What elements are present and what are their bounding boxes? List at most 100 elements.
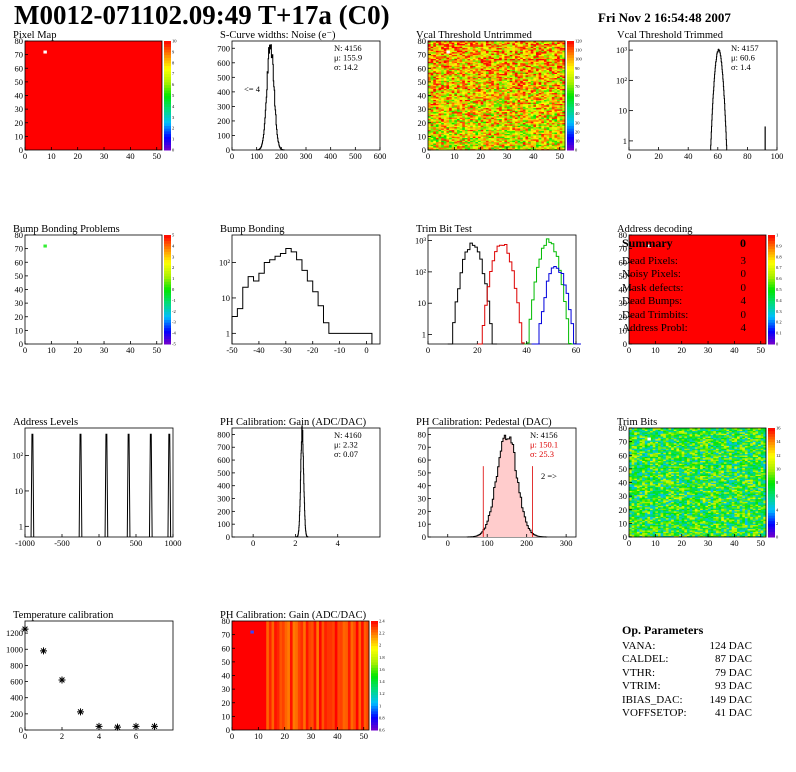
y-tick-label: 10 [222,293,231,303]
heatmap-cell [507,88,510,91]
heatmap-cell [433,102,437,104]
heatmap-cell [478,94,481,96]
heatmap-cell [485,126,489,129]
heatmap-cell [483,107,487,110]
heatmap-cell [549,110,553,113]
heatmap-cell [549,68,553,70]
heatmap-cell [491,47,495,50]
heatmap-cell [554,83,558,85]
y-tick-label: 20 [15,118,24,128]
heatmap-cell [509,135,513,137]
heatmap-cell [536,129,539,132]
heatmap-cell [501,129,505,132]
heatmap-cell [528,72,532,74]
heatmap-cell [483,91,487,94]
heatmap-cell [454,130,458,133]
heatmap-cell [557,137,561,140]
heatmap-cell [530,98,534,100]
heatmap-cell [480,129,484,132]
heatmap-cell [433,53,437,55]
heatmap-cell [554,47,558,50]
heatmap-cell [459,64,463,66]
heatmap-cell [464,85,468,88]
heatmap-cell [557,49,561,51]
colorscale-step [164,111,171,116]
heatmap-cell [536,80,539,83]
heatmap-cell [459,81,463,84]
heatmap-cell [543,121,547,124]
heatmap-cell [504,141,508,144]
heatmap-cell [472,69,476,72]
heatmap-cell [475,124,479,126]
heatmap-cell [446,139,450,141]
heatmap-cell [491,76,495,79]
heatmap-cell [449,80,453,83]
heatmap-cell [478,118,481,121]
heatmap-cell [485,58,489,61]
heatmap-cell [493,42,497,45]
heatmap-cell [528,43,532,46]
heatmap-cell [438,47,442,50]
heatmap-cell [528,84,532,87]
heatmap-cell [533,46,537,49]
heatmap-cell [520,90,524,92]
heatmap-cell [499,115,503,118]
heatmap-cell [480,62,484,65]
heatmap-cell [459,55,463,58]
heatmap-cell [433,68,437,70]
heatmap-cell [496,147,500,149]
heatmap-cell [435,51,439,54]
heatmap-cell [493,61,497,64]
heatmap-cell [467,50,471,53]
heatmap-cell [546,51,550,54]
heatmap-cell [488,58,492,61]
heatmap-cell [557,58,561,61]
heatmap-cell [501,109,505,111]
heatmap-cell [433,43,437,46]
heatmap-cell [512,141,516,144]
heatmap-cell [525,135,529,137]
heatmap-cell [483,113,487,115]
heatmap-cell [496,70,500,73]
heatmap-cell [557,117,561,119]
heatmap-cell [499,95,503,98]
heatmap-cell [549,137,553,140]
heatmap-cell [541,54,545,57]
heatmap-cell [449,100,453,103]
heatmap-cell [480,102,484,104]
heatmap-cell [451,69,455,72]
heatmap-cell [520,143,524,145]
heatmap-cell [525,43,529,46]
heatmap-cell [557,42,561,45]
heatmap-cell [449,99,453,102]
heatmap-cell [507,98,510,100]
heatmap-cell [454,88,458,91]
heatmap-cell [470,55,474,58]
heatmap-cell [451,46,455,49]
heatmap-cell [485,68,489,70]
heatmap-cell [441,100,445,103]
heatmap-cell [512,95,516,98]
heatmap-cell [491,75,495,77]
heatmap-cell [451,122,455,125]
heatmap-cell [530,57,534,60]
heatmap-cell [464,115,468,118]
heatmap-cell [541,135,545,137]
heatmap-cell [546,83,550,85]
heatmap-cell [525,126,529,129]
heatmap-cell [538,117,542,119]
heatmap-cell [533,130,537,133]
heatmap-cell [464,70,468,73]
heatmap-cell [443,125,447,128]
colorscale-step [164,327,171,331]
heatmap-cell [462,42,466,45]
heatmap-cell [488,143,492,145]
heatmap-cell [433,88,437,91]
heatmap-cell [504,114,508,117]
heatmap-cell [549,122,553,125]
heatmap-cell [449,94,453,96]
heatmap-cell [433,143,437,145]
heatmap-cell [549,53,553,55]
heatmap-cell [480,53,484,55]
heatmap-cell [536,140,539,143]
